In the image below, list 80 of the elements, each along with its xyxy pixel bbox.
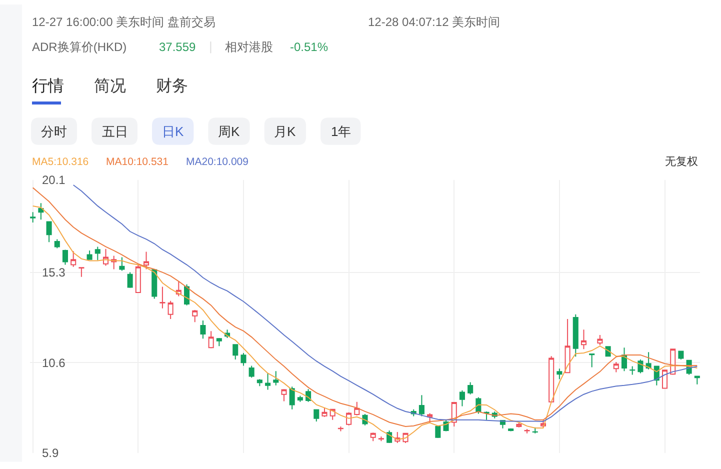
candlestick [94, 246, 100, 261]
text: 12-27 16:00:00 美东时间 盘前交易 [32, 15, 216, 29]
candlestick [143, 251, 150, 270]
text: MA10:10.531 [106, 156, 169, 168]
y-tick-label: 10.6 [42, 356, 66, 370]
candlestick [580, 329, 587, 350]
candlestick [38, 202, 44, 220]
text: 简况 [94, 78, 126, 95]
candlestick [62, 249, 68, 266]
candlestick [459, 390, 465, 407]
candlestick [119, 256, 125, 272]
candlestick [86, 250, 92, 260]
candlestick [613, 362, 619, 373]
candlestick [694, 376, 700, 385]
text: 12-28 04:07:12 美东时间 [368, 15, 500, 29]
candlestick [102, 248, 109, 266]
candlestick [370, 432, 376, 442]
candlestick [516, 422, 522, 428]
y-tick-label: 15.3 [42, 265, 66, 280]
candlestick [427, 412, 433, 424]
candlestick [548, 356, 554, 402]
text: -0.51% [290, 40, 328, 54]
candlestick [152, 268, 158, 300]
candlestick [200, 320, 206, 340]
candlestick [322, 407, 328, 418]
candlestick [281, 388, 287, 402]
candlestick [30, 212, 36, 223]
candlestick [46, 221, 52, 243]
candlestick [297, 395, 303, 402]
y-tick-label: 20.1 [42, 173, 66, 188]
candlestick [168, 300, 174, 320]
text: MA20:10.009 [186, 156, 249, 168]
text: 1年 [331, 124, 352, 139]
candlestick [572, 314, 578, 358]
candlestick [135, 264, 141, 293]
candlestick [54, 238, 60, 249]
text: 相对港股 [225, 40, 273, 54]
candlestick [564, 318, 570, 374]
candlestick [418, 394, 424, 417]
candlestick [216, 338, 222, 347]
candlestick [354, 401, 360, 416]
y-tick-label: 5.9 [42, 446, 60, 460]
text: MA5:10.316 [32, 156, 89, 168]
candlestick [589, 353, 595, 368]
candlestick [314, 409, 320, 422]
candlestick [265, 372, 271, 390]
candlestick [435, 426, 441, 438]
candlestick [346, 412, 352, 426]
candlestick [556, 368, 562, 380]
candlestick [232, 344, 238, 360]
candlestick [524, 428, 530, 434]
text: 五日 [102, 124, 128, 139]
candlestick [248, 365, 254, 378]
text: ADR换算价(HKD) [32, 40, 127, 54]
candlestick [70, 250, 76, 268]
candlestick [160, 286, 166, 309]
text: 行情 [32, 77, 64, 95]
candlestick [78, 267, 84, 278]
text: 财务 [156, 77, 188, 95]
candlestick [662, 370, 668, 389]
text: 周K [218, 124, 240, 139]
text: 无复权 [665, 156, 698, 168]
candlestick [208, 330, 214, 349]
candlestick [289, 386, 295, 410]
text: 分时 [41, 124, 67, 139]
text: 37.559 [159, 40, 196, 54]
text: 日K [162, 124, 184, 139]
candlestick [378, 436, 384, 442]
candlestick [240, 352, 246, 366]
candlestick [597, 334, 603, 346]
candlestick [273, 370, 279, 386]
candlestick [484, 410, 490, 420]
candlestick [678, 350, 684, 360]
candlestick [192, 309, 198, 323]
candlestick [630, 366, 636, 376]
candlestick [468, 382, 474, 395]
candlestick [256, 378, 262, 387]
candlestick [338, 426, 344, 432]
candlestick [127, 272, 133, 288]
text: 月K [274, 124, 296, 139]
